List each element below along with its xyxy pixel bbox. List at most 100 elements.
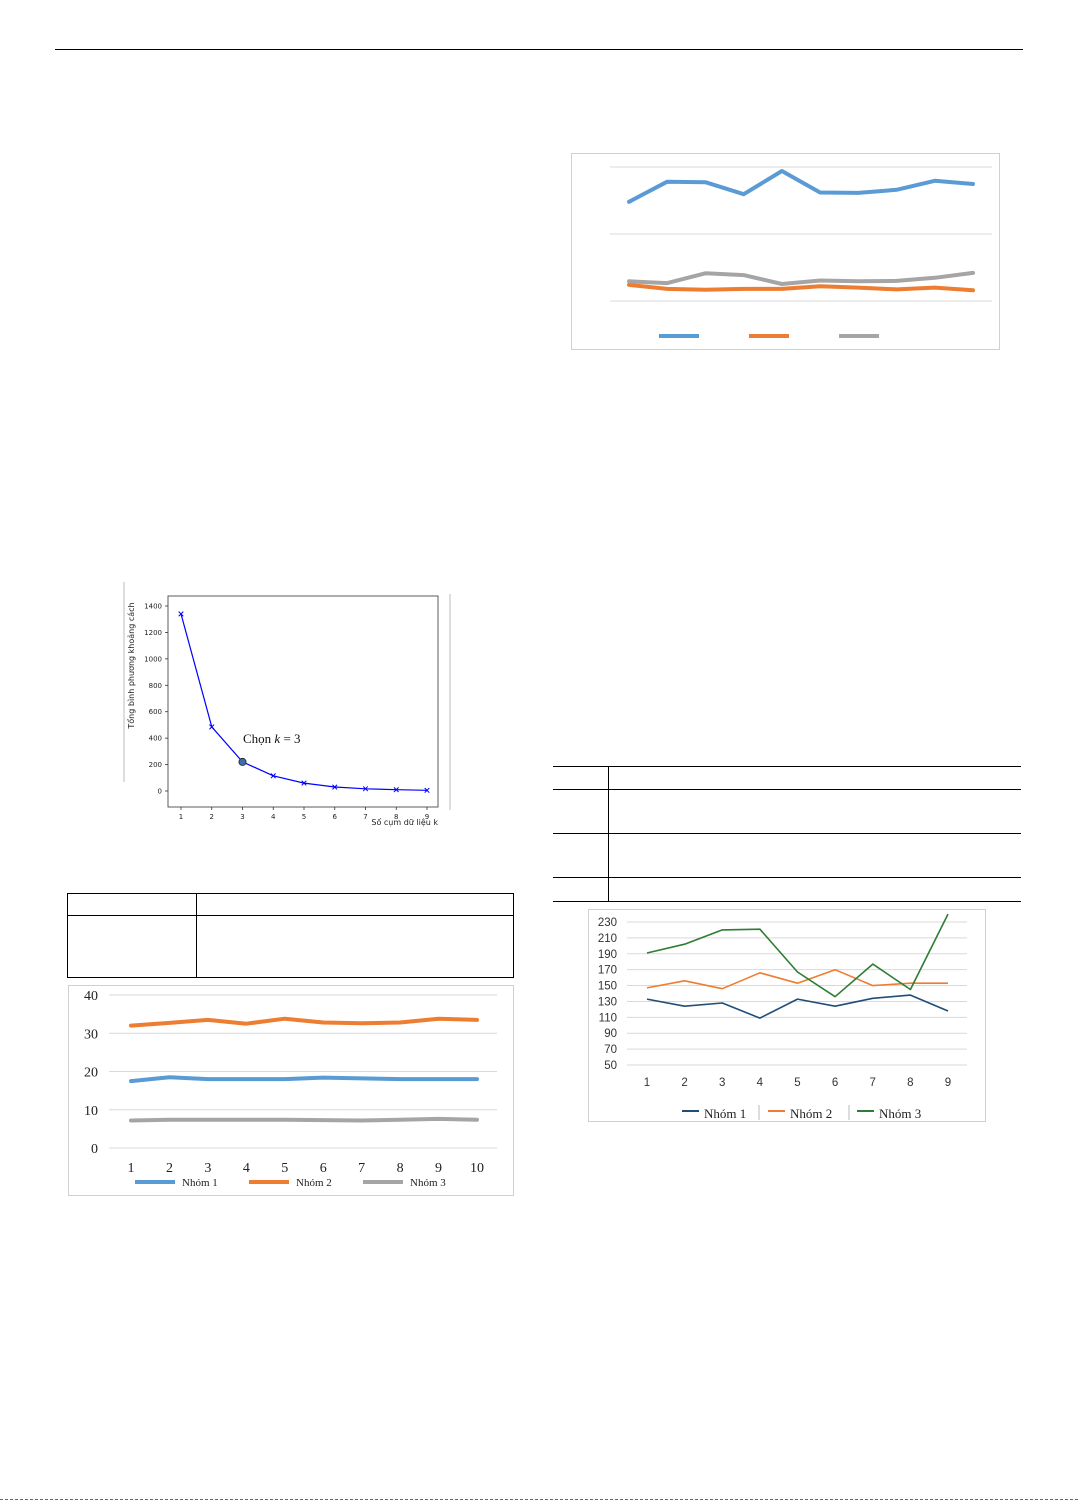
series-line (129, 1016, 479, 1028)
x-tick-label: 6 (320, 1161, 327, 1176)
y-tick-label: 400 (149, 735, 162, 743)
left-table (67, 893, 514, 978)
series-line (627, 270, 975, 286)
x-tick-label: 6 (333, 813, 338, 821)
x-tick-label: 1 (644, 1077, 650, 1089)
x-tick-label: 9 (945, 1077, 951, 1089)
series-line (627, 282, 975, 293)
top-right-chart (571, 153, 1000, 350)
legend-label: Nhóm 1 (182, 1177, 218, 1189)
x-tick-label: 3 (719, 1077, 725, 1089)
x-tick-label: 2 (681, 1077, 687, 1089)
legend-label: Nhóm 3 (410, 1177, 446, 1189)
y-tick-label: 50 (604, 1060, 617, 1072)
x-tick-label: 5 (302, 813, 306, 821)
y-tick-label: 230 (598, 917, 617, 929)
left-table-cell (67, 915, 197, 978)
x-tick-label: 7 (358, 1161, 365, 1176)
data-point (393, 787, 399, 793)
right-table-rule (553, 901, 1021, 902)
x-tick-label: 2 (166, 1161, 173, 1176)
footer-rule (0, 1499, 1078, 1500)
x-tick-label: 5 (281, 1161, 288, 1176)
y-tick-label: 150 (598, 981, 617, 993)
x-tick-label: 8 (394, 813, 398, 821)
data-point (270, 773, 276, 779)
header-rule (55, 49, 1023, 50)
x-axis-label: Số cụm dữ liệu k (371, 817, 438, 828)
x-tick-label: 4 (271, 813, 276, 821)
right-table-divider (608, 766, 609, 902)
bottom-left-chart: 0 10 20 30 40 1 2 3 4 5 6 7 8 9 10 Nhóm 1 Nhóm 2 Nhóm 3 (68, 985, 514, 1196)
x-tick-label: 1 (128, 1161, 135, 1176)
left-table-cell (197, 916, 514, 978)
x-tick-label: 9 (435, 1161, 442, 1176)
x-tick-label: 4 (757, 1077, 764, 1089)
x-tick-label: 2 (210, 813, 214, 821)
series-line (129, 1116, 479, 1123)
legend-label: Nhóm 3 (879, 1106, 921, 1121)
y-tick-label: 20 (84, 1066, 98, 1081)
legend-label: Nhóm 2 (790, 1106, 832, 1121)
y-axis-label: Tổng bình phương khoảng cách (126, 602, 136, 729)
right-table (553, 766, 1021, 903)
highlight-label: Chọn k = 3 (243, 731, 301, 746)
series-line (627, 169, 975, 204)
bottom-right-chart: 50 70 90 110 130 150 170 190 210 230 1 2 3 4 5 6 7 8 9 Nhóm… (588, 909, 986, 1122)
elbow-chart-svg: 0 200 400 600 800 1000 1200 1400 1 2 3 4 5 6 7 8 9 Chọn k… (123, 582, 451, 828)
data-point (362, 786, 369, 792)
y-tick-label: 200 (149, 761, 162, 769)
y-tick-label: 1000 (144, 655, 162, 663)
x-tick-label: 8 (907, 1077, 913, 1089)
y-tick-label: 800 (149, 682, 162, 690)
x-tick-label: 7 (363, 813, 367, 821)
highlight-point (238, 757, 247, 766)
y-tick-label: 170 (598, 965, 617, 977)
bottom-left-chart-svg: 0 10 20 30 40 1 2 3 4 5 6 7 8 9 10 Nhóm 1 Nhóm 2 Nhóm 3 (84, 989, 497, 1189)
y-tick-label: 30 (84, 1027, 98, 1042)
x-tick-label: 8 (397, 1161, 404, 1176)
right-table-rule (553, 833, 1021, 834)
y-tick-label: 0 (158, 788, 162, 796)
data-point (178, 611, 184, 617)
bottom-right-chart-svg: 50 70 90 110 130 150 170 190 210 230 1 2 3 4 5 6 7 8 9 Nhóm… (598, 913, 967, 1121)
series-line (646, 994, 949, 1019)
x-tick-label: 4 (243, 1161, 250, 1176)
y-tick-label: 600 (149, 708, 162, 716)
y-tick-label: 130 (598, 996, 617, 1008)
right-table-rule (553, 766, 1021, 767)
y-tick-label: 40 (84, 989, 98, 1004)
series-line (646, 968, 948, 990)
y-tick-label: 0 (91, 1142, 98, 1157)
x-tick-label: 6 (832, 1077, 838, 1089)
data-point (332, 784, 338, 790)
right-table-rule (553, 877, 1021, 878)
y-tick-label: 1400 (144, 603, 162, 611)
series-line (180, 613, 428, 791)
y-tick-label: 210 (598, 933, 617, 945)
y-tick-label: 1200 (144, 629, 162, 637)
data-point (301, 780, 307, 786)
plot-frame (167, 595, 439, 808)
legend-label: Nhóm 2 (296, 1177, 332, 1189)
y-tick-label: 90 (604, 1028, 617, 1040)
left-table-cell (196, 893, 514, 916)
left-table-cell (67, 893, 197, 916)
x-tick-label: 1 (179, 813, 183, 821)
x-tick-label: 3 (204, 1161, 211, 1176)
data-point (424, 787, 430, 793)
series-line (129, 1075, 479, 1084)
series-line (646, 913, 949, 998)
x-tick-label: 5 (794, 1077, 800, 1089)
right-table-rule (553, 789, 1021, 790)
x-tick-label: 9 (425, 813, 429, 821)
x-tick-label: 7 (870, 1077, 876, 1089)
x-tick-label: 3 (240, 813, 244, 821)
y-tick-label: 10 (84, 1104, 98, 1119)
y-tick-label: 110 (599, 1012, 617, 1024)
elbow-chart: 0 200 400 600 800 1000 1200 1400 1 2 3 4 5 6 7 8 9 Chọn k… (120, 582, 460, 832)
y-tick-label: 190 (598, 949, 617, 961)
legend-label: Nhóm 1 (704, 1106, 746, 1121)
y-tick-label: 70 (604, 1044, 617, 1056)
data-point (209, 724, 215, 730)
